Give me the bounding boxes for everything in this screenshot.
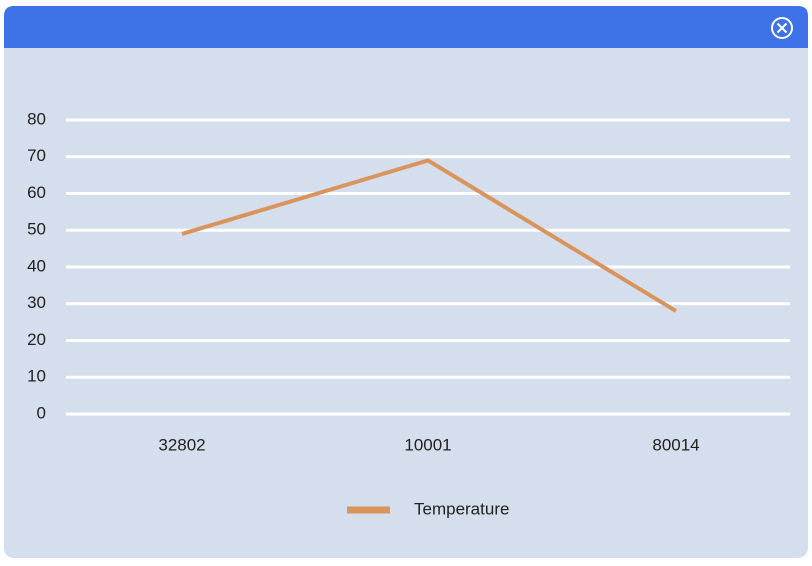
x-tick-label: 10001 xyxy=(404,435,451,454)
y-tick-label: 40 xyxy=(27,256,46,275)
y-tick-label: 80 xyxy=(27,109,46,128)
y-tick-label: 20 xyxy=(27,330,46,349)
x-tick-label: 80014 xyxy=(652,435,699,454)
legend-label: Temperature xyxy=(414,499,509,518)
close-button[interactable] xyxy=(771,17,793,39)
dialog-body xyxy=(4,6,808,558)
data-line xyxy=(181,158,678,313)
plot: 0 10 20 30 40 50 60 70 80 32802 10001 80014 Temperat… xyxy=(27,109,790,518)
y-tick-label: 70 xyxy=(27,146,46,165)
x-tick-label: 32802 xyxy=(158,435,205,454)
y-tick-label: 0 xyxy=(37,403,46,422)
y-tick-label: 50 xyxy=(27,220,46,239)
y-tick-label: 60 xyxy=(27,183,46,202)
dialog-header xyxy=(4,6,808,48)
y-tick-label: 10 xyxy=(27,367,46,386)
y-tick-label: 30 xyxy=(27,293,46,312)
